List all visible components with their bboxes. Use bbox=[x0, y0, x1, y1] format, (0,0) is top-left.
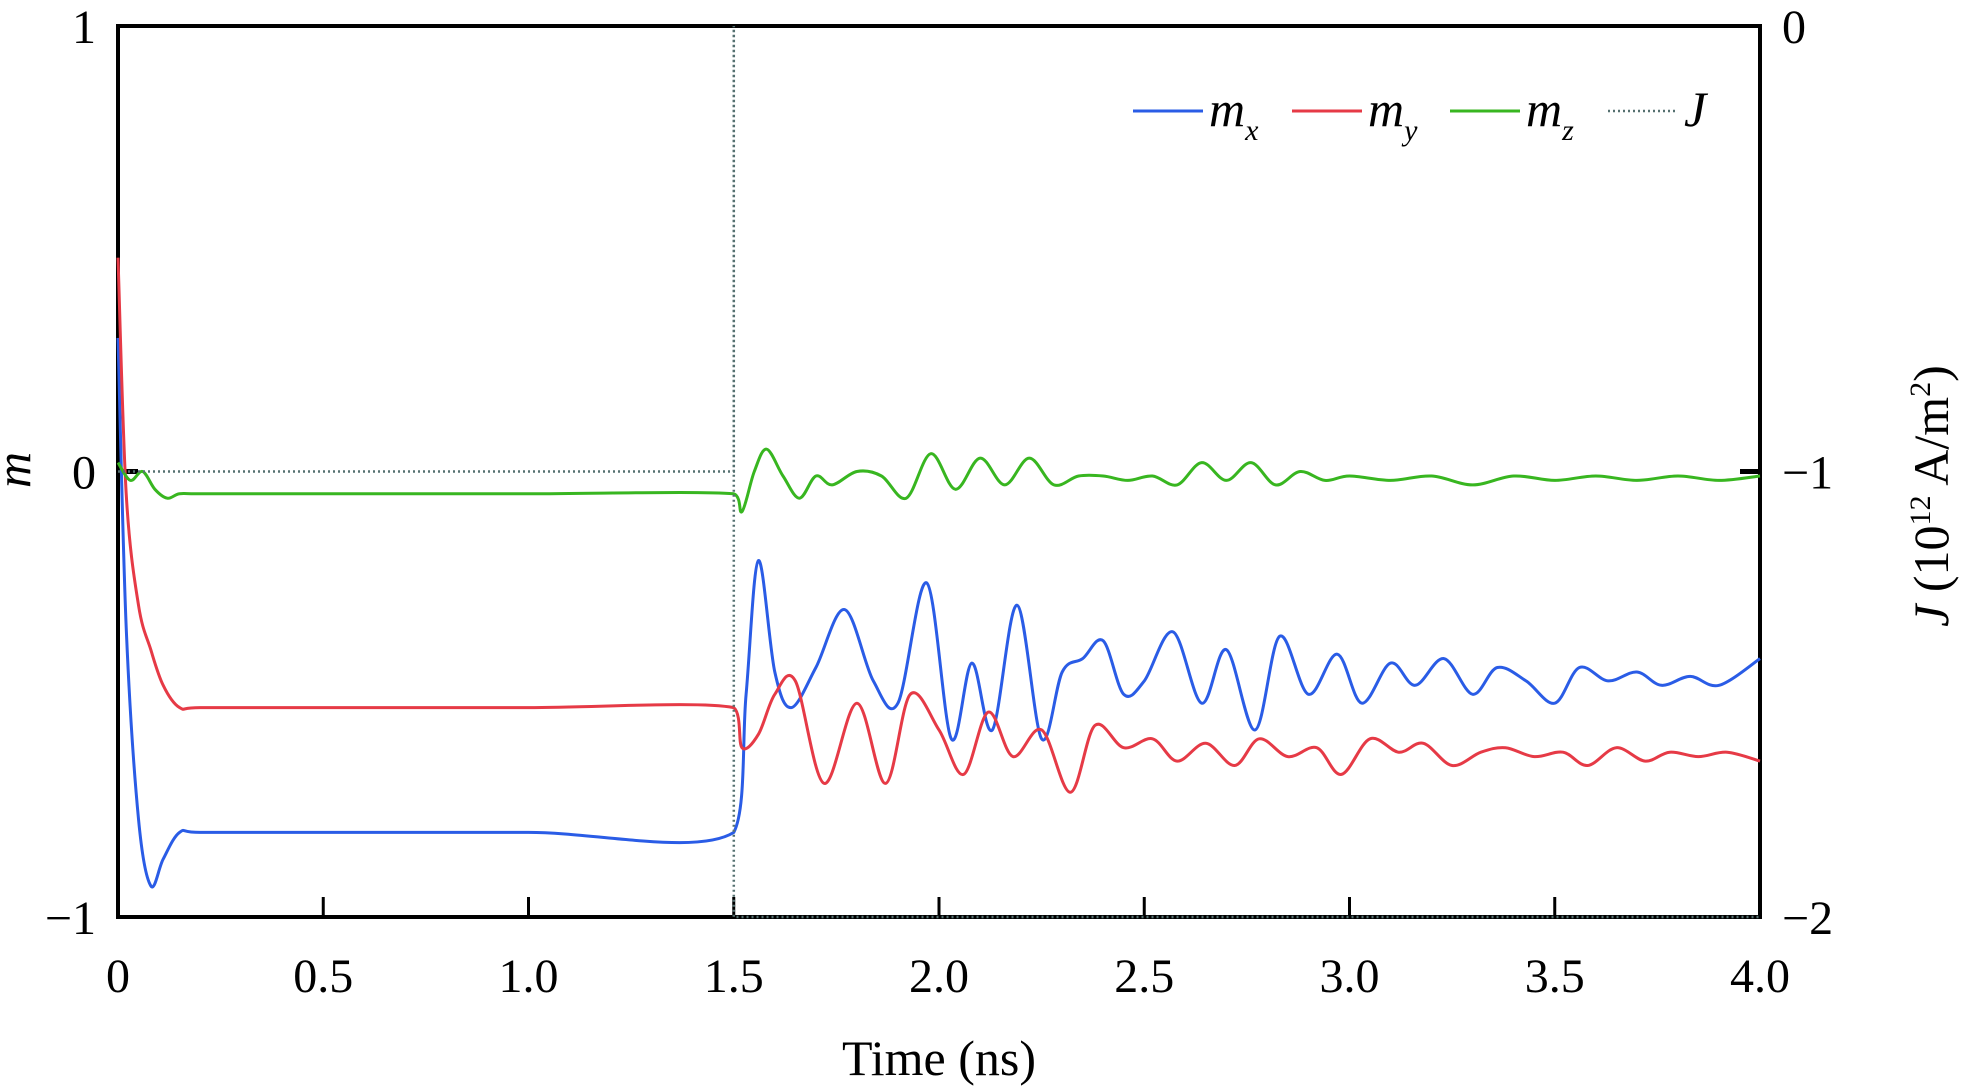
y-right-tick-label: 0 bbox=[1782, 1, 1806, 54]
x-tick-label: 3.0 bbox=[1320, 950, 1380, 1003]
x-tick-label: 2.5 bbox=[1114, 950, 1174, 1003]
series-line-my bbox=[116, 257, 1761, 794]
right-axis-label-prefix: (10 bbox=[1903, 525, 1959, 604]
legend-label-mz: mz bbox=[1526, 81, 1574, 147]
y-left-tick-label: −1 bbox=[45, 892, 96, 945]
y-right-tick-label: −2 bbox=[1782, 892, 1833, 945]
x-tick-label: 4.0 bbox=[1730, 950, 1790, 1003]
series-line-mx bbox=[116, 337, 1761, 889]
axis-ticks bbox=[118, 469, 1760, 917]
legend-label-my: my bbox=[1368, 81, 1418, 147]
x-tick-label: 1.0 bbox=[499, 950, 559, 1003]
series-lines bbox=[116, 26, 1761, 919]
legend-label-mx: mx bbox=[1209, 81, 1259, 147]
x-axis-label: Time (ns) bbox=[842, 1030, 1036, 1086]
right-axis-label: J (1012 A/m2) bbox=[1903, 365, 1959, 627]
y-left-tick-label: 1 bbox=[72, 1, 96, 54]
x-tick-label: 2.0 bbox=[909, 950, 969, 1003]
x-tick-label: 1.5 bbox=[704, 950, 764, 1003]
right-axis-label-suffix: ) bbox=[1903, 365, 1959, 382]
right-axis-label-power: 2 bbox=[1904, 382, 1937, 397]
right-axis-label-middle: A/m bbox=[1903, 397, 1959, 496]
y-right-tick-label: −1 bbox=[1782, 447, 1833, 500]
right-axis-label-symbol: J bbox=[1903, 602, 1959, 627]
legend-label-J: J bbox=[1684, 81, 1709, 137]
series-line-mz bbox=[116, 447, 1761, 514]
series-line-J bbox=[118, 26, 1760, 919]
x-tick-label: 0.5 bbox=[293, 950, 353, 1003]
left-axis-label: m bbox=[0, 452, 41, 488]
tick-labels: 0 0.5 1.0 1.5 2.0 2.5 3.0 3.5 4.010−10−1−2 bbox=[45, 1, 1833, 1003]
y-left-tick-label: 0 bbox=[72, 447, 96, 500]
legend: mx my mz J bbox=[1133, 81, 1709, 147]
x-tick-label: 0 bbox=[106, 950, 130, 1003]
right-axis-label-exponent: 12 bbox=[1904, 495, 1937, 525]
x-tick-label: 3.5 bbox=[1525, 950, 1585, 1003]
